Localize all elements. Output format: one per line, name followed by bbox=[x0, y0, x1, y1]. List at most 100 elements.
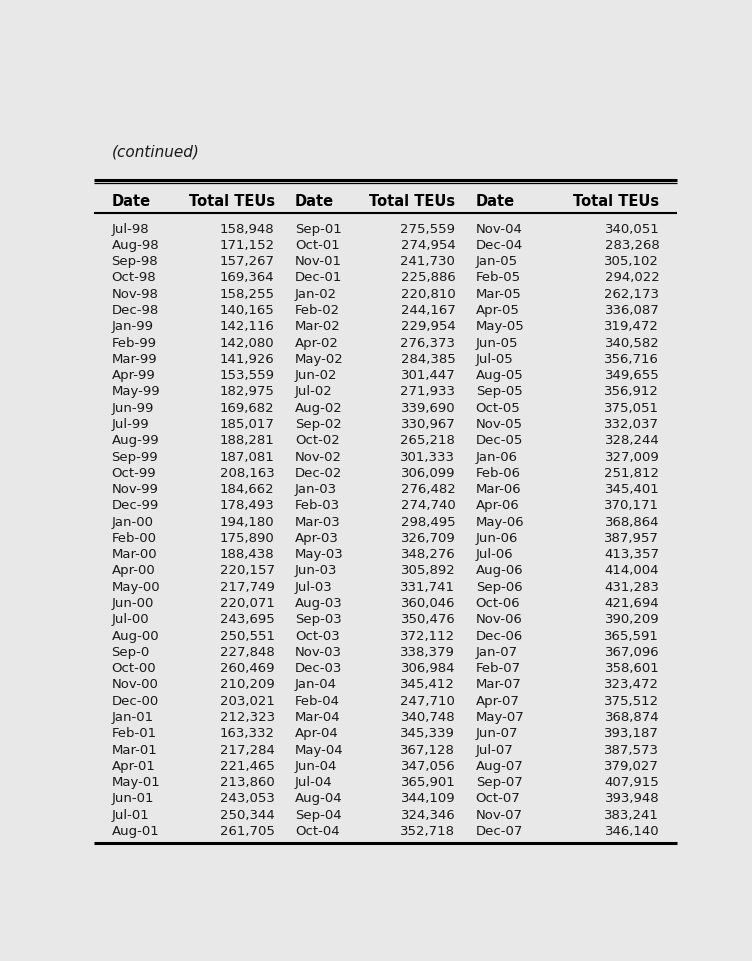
Text: 284,385: 284,385 bbox=[401, 353, 456, 366]
Text: 187,081: 187,081 bbox=[220, 451, 274, 463]
Text: Mar-99: Mar-99 bbox=[111, 353, 157, 366]
Text: 347,056: 347,056 bbox=[401, 760, 456, 773]
Text: Oct-99: Oct-99 bbox=[111, 467, 156, 480]
Text: Feb-07: Feb-07 bbox=[476, 662, 521, 676]
Text: (continued): (continued) bbox=[111, 145, 199, 160]
Text: Feb-02: Feb-02 bbox=[295, 304, 340, 317]
Text: 301,447: 301,447 bbox=[401, 369, 456, 382]
Text: Aug-03: Aug-03 bbox=[295, 597, 343, 610]
Text: Oct-98: Oct-98 bbox=[111, 271, 156, 284]
Text: 368,874: 368,874 bbox=[605, 711, 660, 724]
Text: Dec-02: Dec-02 bbox=[295, 467, 342, 480]
Text: Jul-05: Jul-05 bbox=[476, 353, 514, 366]
Text: 331,741: 331,741 bbox=[400, 580, 456, 594]
Text: Jul-07: Jul-07 bbox=[476, 744, 514, 756]
Text: 298,495: 298,495 bbox=[401, 516, 456, 529]
Text: Sep-02: Sep-02 bbox=[295, 418, 342, 431]
Text: Nov-02: Nov-02 bbox=[295, 451, 342, 463]
Text: Apr-04: Apr-04 bbox=[295, 727, 339, 740]
Text: 243,053: 243,053 bbox=[220, 793, 274, 805]
Text: 326,709: 326,709 bbox=[401, 532, 456, 545]
Text: Sep-03: Sep-03 bbox=[295, 613, 342, 627]
Text: 358,601: 358,601 bbox=[605, 662, 660, 676]
Text: 274,954: 274,954 bbox=[401, 239, 456, 252]
Text: Aug-02: Aug-02 bbox=[295, 402, 343, 415]
Text: 251,812: 251,812 bbox=[605, 467, 660, 480]
Text: 431,283: 431,283 bbox=[605, 580, 660, 594]
Text: Aug-04: Aug-04 bbox=[295, 793, 343, 805]
Text: Apr-07: Apr-07 bbox=[476, 695, 520, 707]
Text: 336,087: 336,087 bbox=[605, 304, 660, 317]
Text: 221,465: 221,465 bbox=[220, 760, 274, 773]
Text: Jul-02: Jul-02 bbox=[295, 385, 333, 399]
Text: Dec-06: Dec-06 bbox=[476, 629, 523, 643]
Text: Mar-03: Mar-03 bbox=[295, 516, 341, 529]
Text: 365,591: 365,591 bbox=[605, 629, 660, 643]
Text: Oct-01: Oct-01 bbox=[295, 239, 340, 252]
Text: 383,241: 383,241 bbox=[605, 808, 660, 822]
Text: 250,551: 250,551 bbox=[220, 629, 274, 643]
Text: Oct-06: Oct-06 bbox=[476, 597, 520, 610]
Text: Jun-03: Jun-03 bbox=[295, 564, 338, 578]
Text: 142,080: 142,080 bbox=[220, 336, 274, 350]
Text: Jul-06: Jul-06 bbox=[476, 548, 514, 561]
Text: 271,933: 271,933 bbox=[400, 385, 456, 399]
Text: Apr-03: Apr-03 bbox=[295, 532, 339, 545]
Text: 220,071: 220,071 bbox=[220, 597, 274, 610]
Text: Oct-02: Oct-02 bbox=[295, 434, 340, 447]
Text: 262,173: 262,173 bbox=[605, 287, 660, 301]
Text: 184,662: 184,662 bbox=[220, 483, 274, 496]
Text: 413,357: 413,357 bbox=[605, 548, 660, 561]
Text: 194,180: 194,180 bbox=[220, 516, 274, 529]
Text: 208,163: 208,163 bbox=[220, 467, 274, 480]
Text: Jul-01: Jul-01 bbox=[111, 808, 149, 822]
Text: 375,051: 375,051 bbox=[605, 402, 660, 415]
Text: Jun-01: Jun-01 bbox=[111, 793, 154, 805]
Text: 158,255: 158,255 bbox=[220, 287, 274, 301]
Text: Feb-99: Feb-99 bbox=[111, 336, 156, 350]
Text: 328,244: 328,244 bbox=[605, 434, 660, 447]
Text: Jan-06: Jan-06 bbox=[476, 451, 517, 463]
Text: 212,323: 212,323 bbox=[220, 711, 274, 724]
Text: 225,886: 225,886 bbox=[401, 271, 456, 284]
Text: 348,276: 348,276 bbox=[401, 548, 456, 561]
Text: May-05: May-05 bbox=[476, 320, 524, 333]
Text: Dec-00: Dec-00 bbox=[111, 695, 159, 707]
Text: Jun-07: Jun-07 bbox=[476, 727, 518, 740]
Text: Jun-04: Jun-04 bbox=[295, 760, 338, 773]
Text: Total TEUs: Total TEUs bbox=[369, 194, 456, 209]
Text: 356,716: 356,716 bbox=[605, 353, 660, 366]
Text: Feb-04: Feb-04 bbox=[295, 695, 340, 707]
Text: 340,051: 340,051 bbox=[605, 223, 660, 235]
Text: 340,748: 340,748 bbox=[401, 711, 456, 724]
Text: May-04: May-04 bbox=[295, 744, 344, 756]
Text: Oct-05: Oct-05 bbox=[476, 402, 520, 415]
Text: 339,690: 339,690 bbox=[401, 402, 456, 415]
Text: Aug-07: Aug-07 bbox=[476, 760, 523, 773]
Text: Feb-03: Feb-03 bbox=[295, 500, 340, 512]
Text: Jan-00: Jan-00 bbox=[111, 516, 153, 529]
Text: 372,112: 372,112 bbox=[400, 629, 456, 643]
Text: Apr-06: Apr-06 bbox=[476, 500, 520, 512]
Text: 243,695: 243,695 bbox=[220, 613, 274, 627]
Text: Mar-00: Mar-00 bbox=[111, 548, 157, 561]
Text: Date: Date bbox=[295, 194, 334, 209]
Text: 276,482: 276,482 bbox=[401, 483, 456, 496]
Text: May-06: May-06 bbox=[476, 516, 524, 529]
Text: 379,027: 379,027 bbox=[605, 760, 660, 773]
Text: 227,848: 227,848 bbox=[220, 646, 274, 659]
Text: 332,037: 332,037 bbox=[605, 418, 660, 431]
Text: May-00: May-00 bbox=[111, 580, 160, 594]
Text: Jan-03: Jan-03 bbox=[295, 483, 337, 496]
Text: Oct-04: Oct-04 bbox=[295, 825, 340, 838]
Text: May-01: May-01 bbox=[111, 776, 160, 789]
Text: 294,022: 294,022 bbox=[605, 271, 660, 284]
Text: Aug-01: Aug-01 bbox=[111, 825, 159, 838]
Text: Sep-99: Sep-99 bbox=[111, 451, 158, 463]
Text: 338,379: 338,379 bbox=[401, 646, 456, 659]
Text: Sep-04: Sep-04 bbox=[295, 808, 341, 822]
Text: 352,718: 352,718 bbox=[400, 825, 456, 838]
Text: 421,694: 421,694 bbox=[605, 597, 660, 610]
Text: 265,218: 265,218 bbox=[401, 434, 456, 447]
Text: Aug-99: Aug-99 bbox=[111, 434, 159, 447]
